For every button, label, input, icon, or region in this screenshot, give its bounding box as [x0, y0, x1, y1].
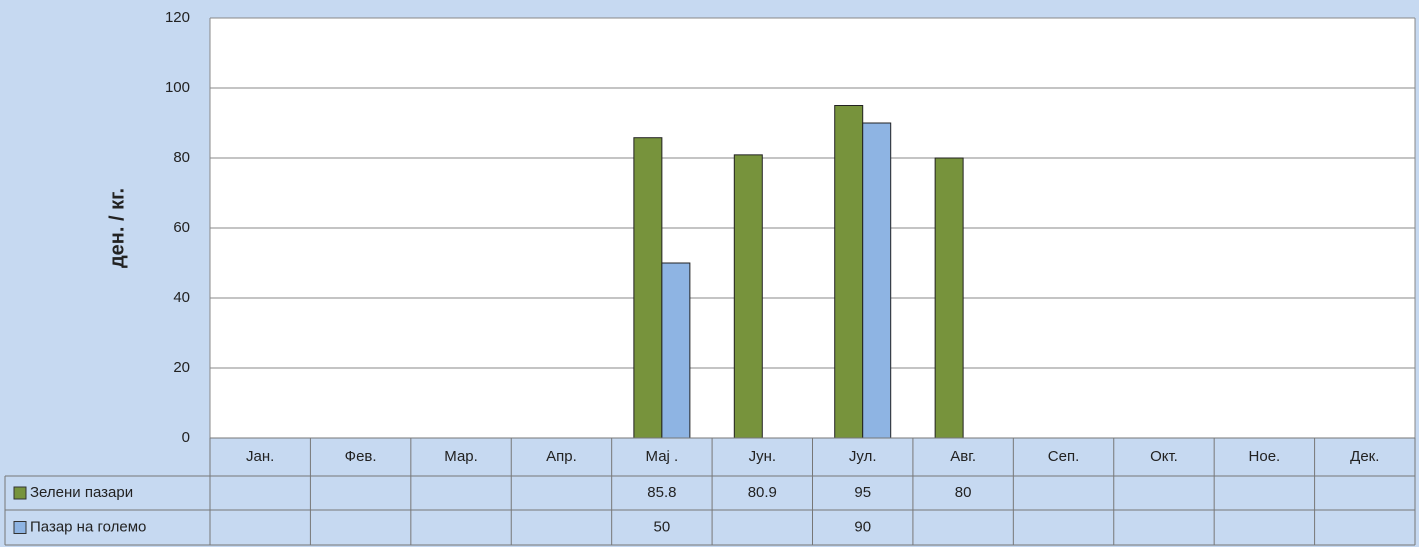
- x-tick-label: Ное.: [1249, 448, 1281, 465]
- x-tick-label: Дек.: [1350, 448, 1379, 465]
- y-tick-label: 100: [165, 79, 190, 96]
- x-tick-label: Авг.: [950, 448, 976, 465]
- table-value: 95: [854, 484, 871, 501]
- x-tick-label: Сеп.: [1048, 448, 1079, 465]
- x-tick-label: Окт.: [1150, 448, 1178, 465]
- table-value: 80: [955, 484, 972, 501]
- bar: [834, 105, 864, 439]
- x-tick-label: Апр.: [546, 448, 577, 465]
- bar: [633, 137, 663, 439]
- table-value: 85.8: [647, 484, 676, 501]
- legend-swatch: [13, 486, 27, 500]
- legend-label: Пазар на големо: [30, 518, 146, 535]
- y-tick-label: 20: [173, 359, 190, 376]
- table-value: 80.9: [748, 484, 777, 501]
- bar: [934, 157, 964, 439]
- x-tick-label: Мај .: [646, 448, 679, 465]
- x-tick-label: Јул.: [849, 448, 877, 465]
- y-tick-label: 120: [165, 9, 190, 26]
- table-value: 90: [854, 518, 871, 535]
- y-tick-label: 0: [182, 429, 190, 446]
- legend-swatch: [13, 521, 27, 534]
- bar: [733, 154, 763, 439]
- bar: [661, 262, 691, 439]
- bar: [862, 122, 892, 439]
- x-tick-label: Јан.: [246, 448, 274, 465]
- y-tick-label: 60: [173, 219, 190, 236]
- x-tick-label: Фев.: [345, 448, 377, 465]
- y-tick-label: 40: [173, 289, 190, 306]
- x-tick-label: Јун.: [749, 448, 776, 465]
- table-value: 50: [654, 518, 671, 535]
- x-tick-label: Мар.: [444, 448, 478, 465]
- legend-label: Зелени пазари: [30, 484, 133, 501]
- y-tick-label: 80: [173, 149, 190, 166]
- y-axis-label: ден. / кг.: [106, 188, 128, 268]
